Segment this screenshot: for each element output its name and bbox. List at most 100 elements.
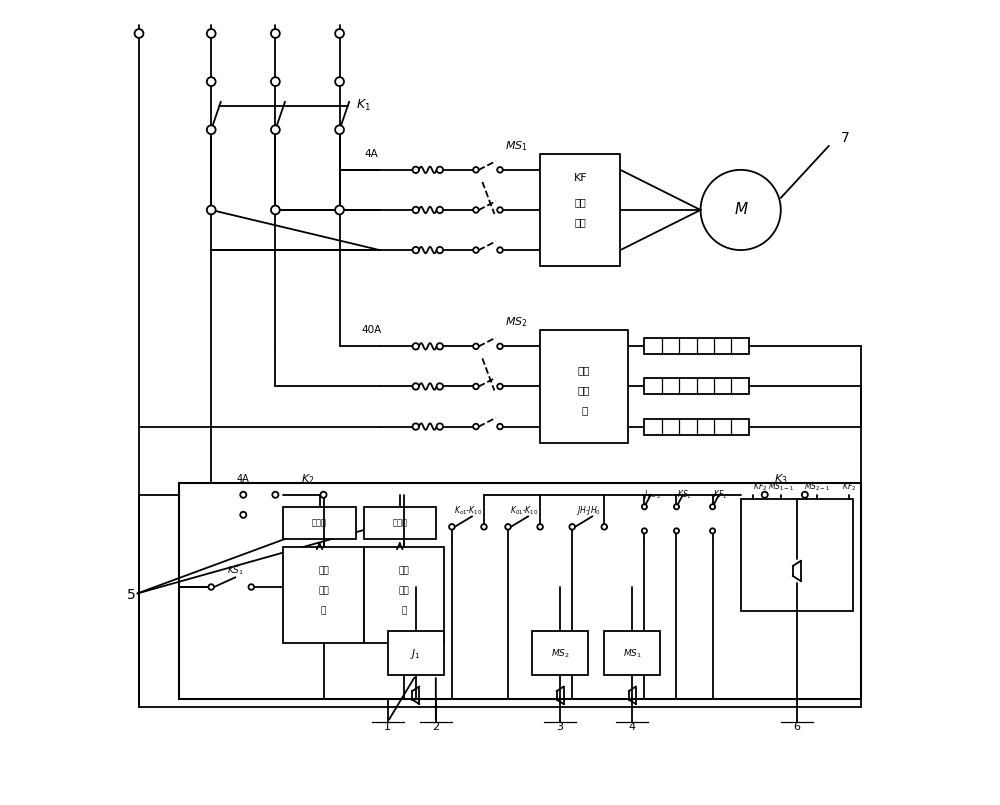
Circle shape — [271, 126, 280, 134]
Circle shape — [701, 170, 781, 250]
Circle shape — [437, 343, 443, 349]
Circle shape — [642, 528, 647, 534]
Text: 5: 5 — [127, 588, 135, 602]
Circle shape — [413, 343, 419, 349]
Text: $K_2$: $K_2$ — [301, 472, 314, 485]
Bar — [364, 547, 444, 643]
Text: $K_3$: $K_3$ — [774, 472, 788, 485]
Circle shape — [473, 384, 479, 390]
Text: $KF_2$: $KF_2$ — [842, 481, 856, 493]
Text: $KF_2$: $KF_2$ — [753, 481, 767, 493]
Circle shape — [505, 524, 511, 530]
Circle shape — [437, 423, 443, 430]
Text: 记录: 记录 — [398, 587, 409, 596]
Bar — [532, 631, 588, 675]
Text: 3: 3 — [557, 722, 564, 733]
Text: 继电: 继电 — [578, 386, 590, 395]
Text: $MS_1$: $MS_1$ — [623, 647, 642, 660]
Circle shape — [335, 77, 344, 86]
Text: 固态: 固态 — [578, 365, 590, 375]
Circle shape — [413, 167, 419, 173]
Circle shape — [271, 77, 280, 86]
Bar — [644, 338, 749, 354]
Circle shape — [473, 167, 479, 172]
Circle shape — [497, 423, 503, 429]
Text: $MS_{2-1}$: $MS_{2-1}$ — [804, 481, 830, 493]
Circle shape — [497, 247, 503, 253]
Bar — [540, 154, 620, 266]
Text: $K_{o1}$-$K_{10}$: $K_{o1}$-$K_{10}$ — [454, 505, 482, 517]
Text: $KF_1$: $KF_1$ — [713, 489, 728, 501]
Circle shape — [437, 247, 443, 254]
Bar — [364, 507, 436, 539]
Circle shape — [437, 383, 443, 390]
Text: $MS_{1-1}$: $MS_{1-1}$ — [768, 481, 794, 493]
Circle shape — [335, 205, 344, 214]
Text: $J_{1-2}$: $J_{1-2}$ — [643, 489, 662, 502]
Circle shape — [413, 383, 419, 390]
Circle shape — [208, 584, 214, 590]
Circle shape — [335, 29, 344, 38]
Text: $MS_2$: $MS_2$ — [505, 316, 527, 329]
Circle shape — [271, 205, 280, 214]
Circle shape — [762, 492, 768, 497]
Text: 传感器: 传感器 — [392, 518, 407, 527]
Circle shape — [240, 492, 246, 497]
Circle shape — [710, 528, 715, 534]
Text: 仪: 仪 — [401, 607, 406, 616]
Text: 仪: 仪 — [321, 607, 326, 616]
Circle shape — [497, 384, 503, 390]
Bar — [388, 631, 444, 675]
Circle shape — [135, 29, 143, 38]
Circle shape — [497, 167, 503, 172]
Text: 电器: 电器 — [574, 217, 586, 227]
Text: $KS_1$: $KS_1$ — [677, 489, 692, 501]
Text: 6: 6 — [793, 722, 800, 733]
Circle shape — [481, 524, 487, 530]
Text: $J_1$: $J_1$ — [410, 646, 421, 661]
Circle shape — [449, 524, 455, 530]
Text: 40A: 40A — [362, 325, 382, 336]
Circle shape — [569, 524, 575, 530]
Text: 7: 7 — [841, 130, 849, 145]
Circle shape — [473, 423, 479, 429]
Circle shape — [497, 207, 503, 213]
Circle shape — [207, 126, 216, 134]
Text: 温控: 温控 — [318, 587, 329, 596]
Circle shape — [473, 207, 479, 213]
Circle shape — [249, 584, 254, 590]
Bar — [540, 330, 628, 443]
Circle shape — [207, 77, 216, 86]
Circle shape — [207, 205, 216, 214]
Bar — [179, 483, 861, 700]
Text: M: M — [734, 203, 747, 217]
Circle shape — [437, 167, 443, 173]
Text: 4A: 4A — [237, 473, 250, 484]
Text: 热继: 热继 — [574, 197, 586, 207]
Text: 智能: 智能 — [318, 567, 329, 576]
Circle shape — [674, 504, 679, 510]
Text: 1: 1 — [384, 722, 391, 733]
Text: 器: 器 — [581, 406, 587, 415]
Text: 4A: 4A — [365, 149, 379, 159]
Circle shape — [437, 207, 443, 213]
Bar — [644, 419, 749, 435]
Circle shape — [674, 528, 679, 534]
Text: 无纸: 无纸 — [398, 567, 409, 576]
Circle shape — [497, 344, 503, 349]
Bar — [644, 378, 749, 394]
Text: 4: 4 — [629, 722, 636, 733]
Text: $MS_2$: $MS_2$ — [551, 647, 570, 660]
Circle shape — [473, 344, 479, 349]
Text: $MS_1$: $MS_1$ — [505, 139, 527, 153]
Circle shape — [335, 126, 344, 134]
Text: 传感器: 传感器 — [312, 518, 327, 527]
Circle shape — [601, 524, 607, 530]
Circle shape — [413, 207, 419, 213]
Text: 2: 2 — [432, 722, 439, 733]
Text: $K_1$: $K_1$ — [356, 98, 371, 114]
Circle shape — [413, 423, 419, 430]
Circle shape — [272, 492, 278, 497]
Text: KF: KF — [573, 173, 587, 183]
Bar — [604, 631, 660, 675]
